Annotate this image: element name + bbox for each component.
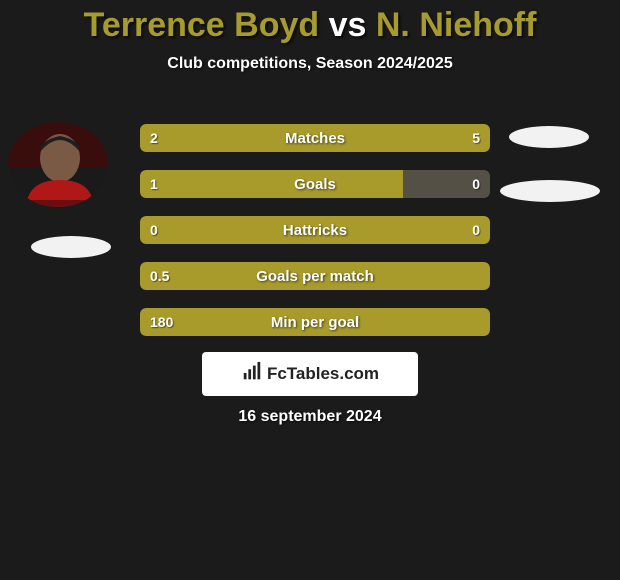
branding-badge: FcTables.com (202, 352, 418, 396)
bar-min-per-goal: 180 Min per goal (140, 308, 490, 336)
bar-label: Matches (140, 124, 490, 152)
subtitle: Club competitions, Season 2024/2025 (0, 55, 620, 73)
chart-bars-icon (241, 361, 263, 388)
bar-hattricks: 0 Hattricks 0 (140, 216, 490, 244)
stats-bars: 2 Matches 5 1 Goals 0 0 Hattricks 0 0.5 … (140, 124, 490, 354)
branding-text: FcTables.com (267, 364, 379, 384)
bar-matches: 2 Matches 5 (140, 124, 490, 152)
player2-name: N. Niehoff (376, 6, 537, 44)
player2-flag-2 (500, 180, 600, 202)
bar-goals: 1 Goals 0 (140, 170, 490, 198)
bar-val-right: 5 (472, 124, 480, 152)
bar-val-right: 0 (472, 170, 480, 198)
player1-flag (31, 236, 111, 258)
bar-val-right: 0 (472, 216, 480, 244)
player1-name: Terrence Boyd (84, 6, 320, 44)
date-text: 16 september 2024 (0, 408, 620, 426)
player2-flag-1 (509, 126, 589, 148)
player1-avatar (8, 122, 108, 207)
bar-label: Goals (140, 170, 490, 198)
vs-text: vs (329, 6, 367, 44)
bar-label: Hattricks (140, 216, 490, 244)
comparison-title: Terrence Boyd vs N. Niehoff (0, 0, 620, 45)
bar-label: Min per goal (140, 308, 490, 336)
bar-goals-per-match: 0.5 Goals per match (140, 262, 490, 290)
bar-label: Goals per match (140, 262, 490, 290)
